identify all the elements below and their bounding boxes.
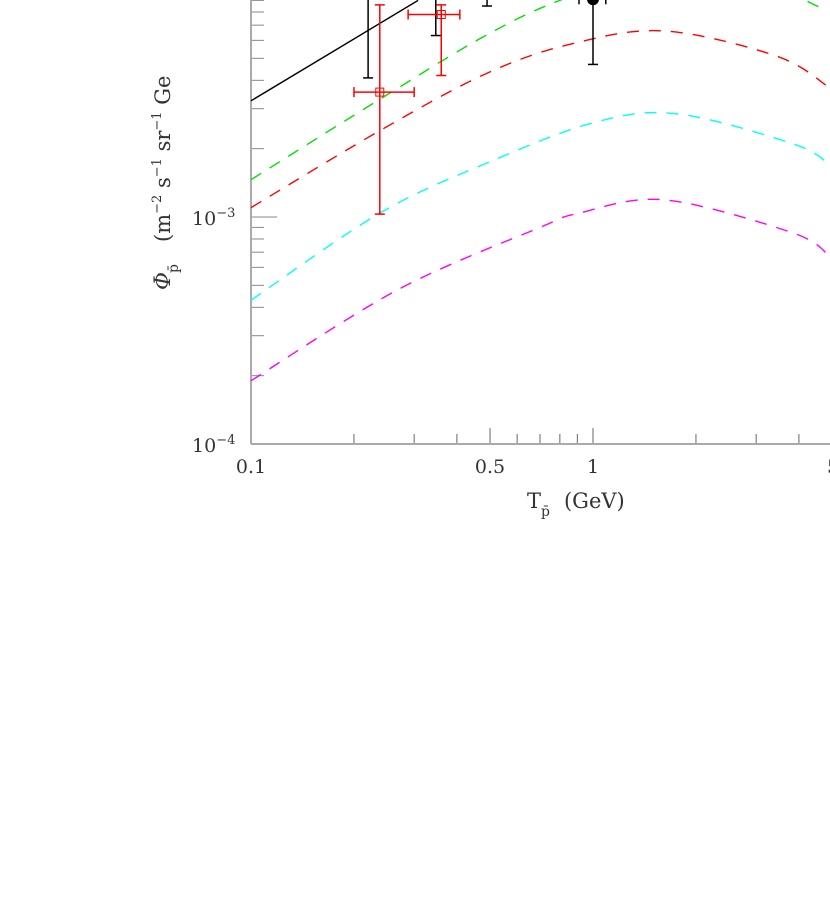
series-line-3 [250, 111, 830, 301]
y-label-unit: (m−2 s−1 sr−1 Ge [150, 76, 175, 242]
y-label-symbol: Φ [151, 272, 176, 290]
series-line-2 [250, 29, 830, 209]
series-line-4 [250, 198, 830, 382]
x-axis-label: Tp̄ (GeV) [527, 489, 625, 520]
data-points [353, 0, 607, 215]
y-tick-label-1e-4: 10−4 [192, 433, 235, 457]
series-line-0 [250, 0, 419, 102]
curves [250, 0, 830, 382]
x-tick-label-1: 1 [587, 456, 599, 478]
data-point-2 [482, 0, 493, 7]
axis-ticks [251, 0, 800, 445]
y-label-sub: p̄ [166, 264, 182, 273]
data-point-5 [407, 4, 461, 77]
x-tick-label-0.5: 0.5 [475, 456, 505, 478]
data-point-0 [363, 0, 374, 79]
y-tick-label-1e-3: 10−3 [192, 206, 235, 230]
x-tick-label-0.1: 0.1 [236, 456, 266, 478]
data-point-4 [353, 4, 415, 215]
series-line-1 [250, 0, 820, 181]
marker-open-square [436, 9, 446, 19]
data-point-1 [430, 0, 441, 37]
marker-filled-circle [587, 0, 599, 6]
data-point-3 [578, 0, 607, 66]
y-axis-label: Φ p̄ (m−2 s−1 sr−1 Ge [150, 76, 182, 290]
x-tick-label-5: 5 [827, 456, 830, 478]
marker-open-square [375, 87, 385, 97]
